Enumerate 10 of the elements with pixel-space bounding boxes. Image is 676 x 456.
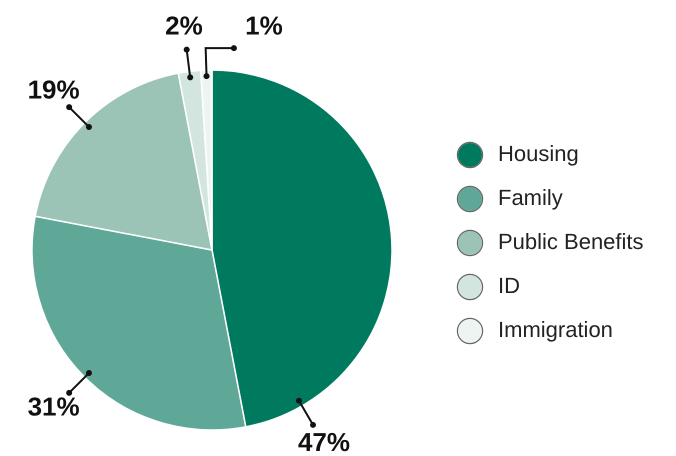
legend-label: Housing bbox=[498, 140, 579, 166]
data-label: 2% bbox=[165, 10, 203, 41]
legend-label: ID bbox=[498, 272, 520, 298]
data-label: 31% bbox=[28, 391, 80, 422]
legend-label: Public Benefits bbox=[498, 228, 644, 254]
legend-label: Immigration bbox=[498, 316, 613, 342]
data-label: 1% bbox=[245, 10, 283, 41]
legend-label: Family bbox=[498, 184, 563, 210]
data-label: 47% bbox=[298, 426, 350, 456]
data-label: 19% bbox=[28, 74, 80, 104]
